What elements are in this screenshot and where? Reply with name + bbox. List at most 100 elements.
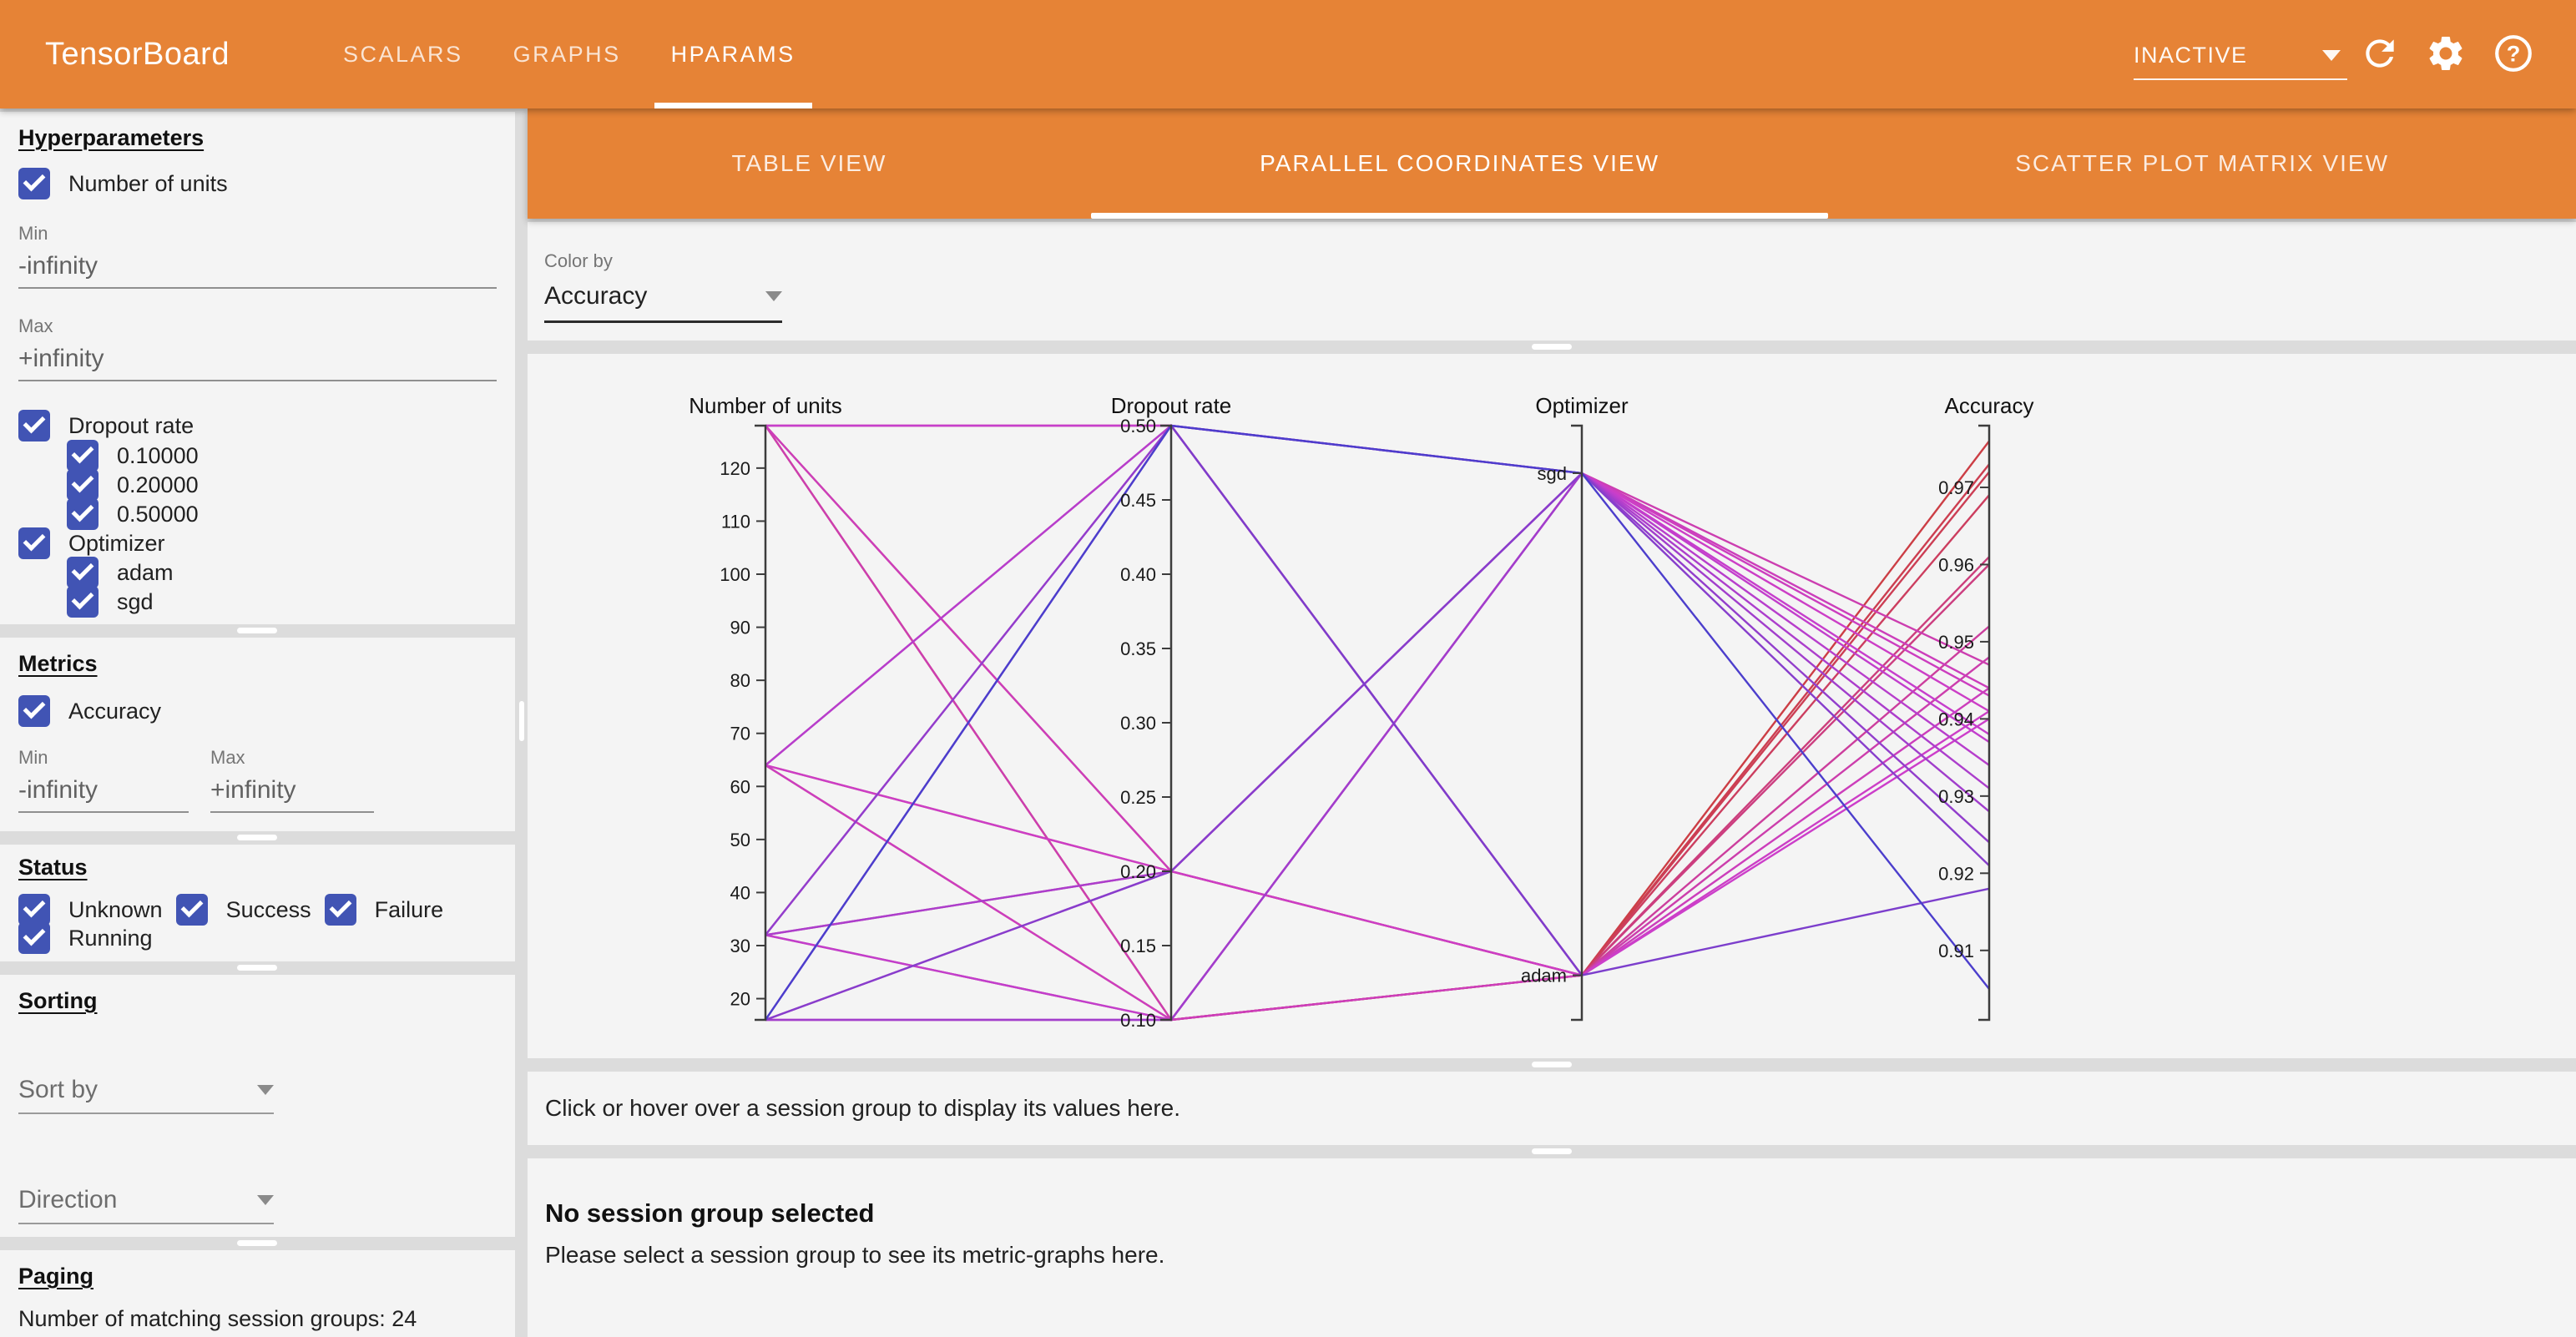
axis-tick-label: 0.95 — [1938, 632, 1974, 653]
axis-tick-label: 70 — [730, 724, 750, 744]
checkbox-status-failure[interactable] — [324, 894, 356, 926]
dropout-value-row: 0.10000 — [67, 440, 497, 472]
panel-divider-handle[interactable] — [1532, 1148, 1572, 1154]
axis-tick-label: 0.96 — [1938, 554, 1974, 575]
session-line[interactable] — [765, 423, 1990, 1021]
axis-tick-label: 100 — [720, 564, 750, 585]
settings-button[interactable] — [2425, 33, 2467, 74]
status-success: Success — [175, 894, 311, 926]
sidebar-divider-handle[interactable] — [237, 835, 277, 840]
status-unknown: Unknown — [18, 894, 163, 926]
session-line[interactable] — [765, 425, 1990, 1022]
hparam-optimizer-row: Optimizer — [18, 527, 497, 559]
parallel-coordinates-svg[interactable]: Number of units 20 30 40 50 60 70 80 90 100 110 120… — [528, 354, 2576, 1058]
checkbox-dropout-0.5[interactable] — [67, 498, 98, 530]
checkbox-number-of-units[interactable] — [18, 168, 50, 199]
hyperparameters-heading: Hyperparameters — [18, 125, 205, 150]
session-line[interactable] — [765, 472, 1990, 1022]
sidebar-sorting-section: Sorting Sort by Direction — [0, 975, 515, 1237]
axis-tick-label: sgd — [1538, 463, 1567, 484]
checkbox-status-success[interactable] — [175, 894, 208, 926]
topbar: TensorBoard SCALARS GRAPHS HPARAMS INACT… — [0, 0, 2576, 108]
checkbox-label: sgd — [117, 588, 154, 614]
axis-title: Dropout rate — [1111, 393, 1232, 418]
session-line[interactable] — [765, 472, 1990, 1022]
axis-tick-label: 120 — [720, 458, 750, 479]
chevron-down-icon — [765, 291, 782, 301]
sort-by-dropdown[interactable]: Sort by — [18, 1076, 274, 1114]
checkbox-status-running[interactable] — [18, 922, 50, 954]
sort-by-value: Sort by — [18, 1076, 98, 1103]
axis-tick-label: 0.50 — [1120, 416, 1156, 436]
checkbox-label: Optimizer — [68, 530, 165, 556]
session-line[interactable] — [765, 424, 1990, 1021]
axis-tick-label: 50 — [730, 830, 750, 850]
axis-tick-label: 0.25 — [1120, 787, 1156, 808]
tab-table-view[interactable]: TABLE VIEW — [731, 150, 887, 176]
axis-tick-label: 0.97 — [1938, 477, 1974, 498]
direction-dropdown[interactable]: Direction — [18, 1186, 274, 1224]
tab-parallel-coordinates-view[interactable]: PARALLEL COORDINATES VIEW — [1090, 108, 1829, 219]
checkbox-label: 0.10000 — [117, 442, 199, 468]
checkbox-optimizer[interactable] — [18, 527, 50, 559]
tab-scalars[interactable]: SCALARS — [343, 41, 463, 67]
checkbox-label: Accuracy — [68, 698, 162, 724]
metric-max-field[interactable]: Max +infinity — [210, 747, 374, 813]
sidebar-divider-handle[interactable] — [237, 965, 277, 971]
help-icon: ? — [2495, 35, 2532, 72]
sidebar-divider-handle[interactable] — [237, 628, 277, 633]
chevron-down-icon — [257, 1195, 274, 1205]
hparam-number-of-units-row: Number of units — [18, 168, 497, 199]
axis-tick-label: 0.94 — [1938, 709, 1974, 729]
sidebar-divider-handle[interactable] — [237, 1240, 277, 1246]
checkbox-label: 0.20000 — [117, 472, 199, 497]
max-input[interactable]: +infinity — [210, 776, 374, 813]
session-line[interactable] — [765, 425, 1990, 873]
tab-graphs[interactable]: GRAPHS — [513, 41, 621, 67]
pc-axis: Dropout rate 0.10 0.15 0.20 0.25 0.30 0.35 0.40… — [1111, 393, 1232, 1031]
checkbox-dropout-0.1[interactable] — [67, 440, 98, 472]
sidebar-main-divider-handle[interactable] — [519, 701, 524, 741]
checkbox-label: Success — [225, 896, 311, 922]
checkbox-dropout-rate[interactable] — [18, 410, 50, 441]
tab-hparams[interactable]: HPARAMS — [646, 0, 821, 108]
axis-title: Optimizer — [1535, 393, 1629, 418]
optimizer-value-row: adam — [67, 557, 497, 588]
dropout-value-row: 0.20000 — [67, 469, 497, 501]
min-input[interactable]: -infinity — [18, 252, 497, 289]
max-input[interactable]: +infinity — [18, 345, 497, 381]
run-selector-dropdown[interactable]: INACTIVE — [2134, 32, 2347, 80]
units-max-field[interactable]: Max +infinity — [18, 315, 497, 381]
topbar-tabs: SCALARS GRAPHS HPARAMS — [318, 0, 821, 108]
axis-tick-label: 20 — [730, 989, 750, 1010]
min-input[interactable]: -infinity — [18, 776, 189, 813]
checkbox-optimizer-sgd[interactable] — [67, 586, 98, 618]
metrics-heading: Metrics — [18, 651, 98, 676]
axis-tick-label: 0.10 — [1120, 1010, 1156, 1031]
color-by-dropdown[interactable]: Accuracy — [544, 282, 782, 323]
checkbox-optimizer-adam[interactable] — [67, 557, 98, 588]
max-label: Max — [210, 747, 245, 768]
session-line[interactable] — [765, 687, 1990, 1022]
help-button[interactable]: ? — [2493, 33, 2534, 74]
tab-scatter-plot-matrix-view[interactable]: SCATTER PLOT MATRIX VIEW — [2015, 150, 2390, 176]
run-selector-value: INACTIVE — [2134, 42, 2248, 68]
color-by-panel: Color by Accuracy — [528, 222, 2576, 341]
checkbox-dropout-0.2[interactable] — [67, 469, 98, 501]
no-selection-title: No session group selected — [545, 1198, 875, 1228]
session-line[interactable] — [765, 425, 1990, 1022]
session-values-panel: Click or hover over a session group to d… — [528, 1072, 2576, 1145]
units-min-field[interactable]: Min -infinity — [18, 223, 497, 289]
optimizer-value-row: sgd — [67, 586, 497, 618]
session-line[interactable] — [765, 494, 1990, 976]
metric-min-field[interactable]: Min -infinity — [18, 747, 189, 813]
panel-divider-handle[interactable] — [1532, 1062, 1572, 1067]
panel-divider-handle[interactable] — [1532, 344, 1572, 350]
sidebar-paging-section: Paging Number of matching session groups… — [0, 1250, 515, 1337]
checkbox-metric-accuracy[interactable] — [18, 695, 50, 727]
pc-axis: Optimizer sgd adam — [1521, 393, 1629, 1022]
axis-tick-label: 110 — [721, 511, 750, 532]
refresh-button[interactable] — [2359, 33, 2401, 74]
checkbox-status-unknown[interactable] — [18, 894, 50, 926]
dropout-value-row: 0.50000 — [67, 498, 497, 530]
